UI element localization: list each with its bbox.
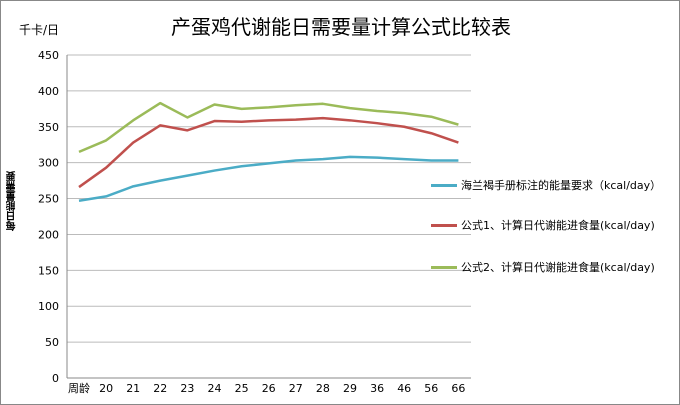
x-tick-label: 28 xyxy=(316,382,330,395)
series-line-1 xyxy=(78,116,459,189)
y-tick-label: 450 xyxy=(38,49,59,62)
x-tick-label: 21 xyxy=(126,382,140,395)
legend-swatch xyxy=(431,223,457,227)
y-tick-label: 400 xyxy=(38,85,59,98)
x-tick-label: 27 xyxy=(289,382,303,395)
x-tick-label: 24 xyxy=(208,382,222,395)
x-tick-label: 56 xyxy=(424,382,438,395)
legend-item-1: 公式1、计算日代谢能进食量(kcal/day) xyxy=(431,217,655,233)
legend-item-0: 海兰褐手册标注的能量要求（kcal/day） xyxy=(431,177,661,193)
legend-label: 海兰褐手册标注的能量要求（kcal/day） xyxy=(461,179,662,192)
y-tick-label: 250 xyxy=(38,193,59,206)
x-tick-label: 36 xyxy=(370,382,384,395)
series-line-0 xyxy=(78,155,459,202)
legend-swatch xyxy=(431,265,457,269)
y-tick-label: 50 xyxy=(45,336,59,349)
x-tick-label: 29 xyxy=(343,382,357,395)
unit-label: 千卡/日 xyxy=(19,23,60,37)
x-tick-label: 46 xyxy=(397,382,411,395)
x-tick-label: 20 xyxy=(99,382,113,395)
x-tick-label: 66 xyxy=(451,382,465,395)
y-tick-label: 100 xyxy=(38,300,59,313)
y-tick-label: 350 xyxy=(38,121,59,134)
legend-item-2: 公式2、计算日代谢能进食量(kcal/day) xyxy=(431,259,655,275)
chart-title: 产蛋鸡代谢能日需要量计算公式比较表 xyxy=(171,15,511,39)
legend-swatch xyxy=(431,183,457,187)
y-tick-label: 150 xyxy=(38,264,59,277)
legend-label: 公式1、计算日代谢能进食量(kcal/day) xyxy=(461,219,655,232)
x-tick-label: 23 xyxy=(180,382,194,395)
y-tick-label: 200 xyxy=(38,228,59,241)
legend-label: 公式2、计算日代谢能进食量(kcal/day) xyxy=(461,261,655,274)
x-tick-label: 周龄 xyxy=(68,381,90,395)
x-tick-label: 25 xyxy=(235,382,249,395)
y-tick-label: 300 xyxy=(38,157,59,170)
x-tick-label: 22 xyxy=(153,382,167,395)
y-tick-label: 0 xyxy=(52,372,59,385)
x-tick-label: 26 xyxy=(262,382,276,395)
